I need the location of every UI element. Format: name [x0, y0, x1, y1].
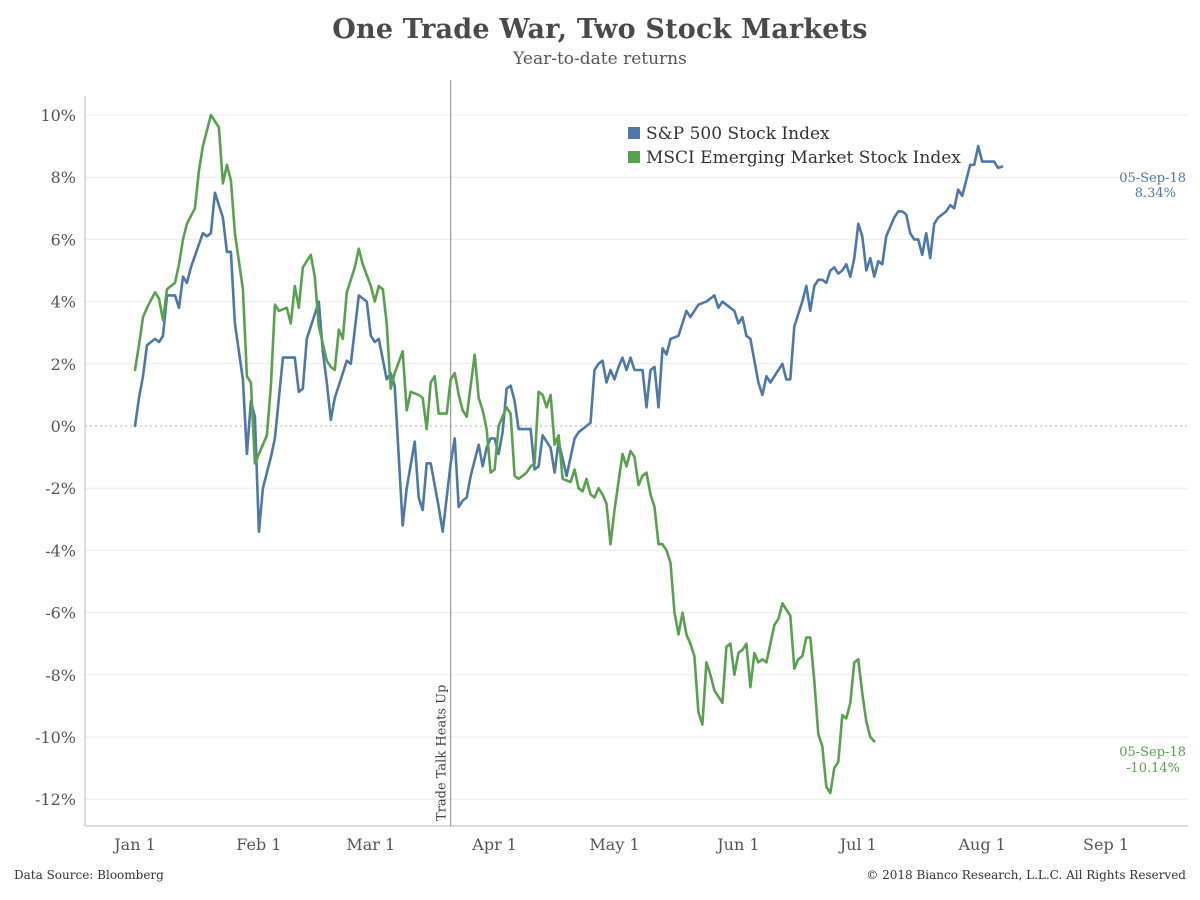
series-lines [133, 113, 1004, 795]
grid-lines [85, 114, 1188, 800]
x-tick-label: Jan 1 [112, 835, 156, 854]
y-tick-label: -8% [45, 666, 76, 685]
annotations: Trade Talk Heats Up [435, 80, 452, 826]
end-label-msci-value: -10.14% [1126, 761, 1180, 776]
y-tick-label: -10% [35, 728, 76, 747]
x-tick-label: Feb 1 [236, 835, 281, 854]
x-tick-label: Apr 1 [471, 835, 517, 854]
end-label-sp500-date: 05-Sep-18 [1119, 171, 1186, 186]
legend-label-msci-em: MSCI Emerging Market Stock Index [646, 148, 961, 168]
event-label: Trade Talk Heats Up [435, 685, 450, 821]
legend-swatch-sp500 [628, 127, 640, 139]
copyright-note: © 2018 Bianco Research, L.L.C. All Right… [866, 868, 1186, 882]
y-tick-label: -12% [35, 790, 76, 809]
x-tick-label: Aug 1 [957, 835, 1005, 854]
y-tick-label: 0% [51, 417, 76, 436]
data-source-note: Data Source: Bloomberg [14, 868, 164, 882]
y-tick-label: 2% [51, 355, 76, 374]
legend-label-sp500: S&P 500 Stock Index [646, 124, 830, 144]
end-label-sp500-value: 8.34% [1135, 186, 1176, 201]
legend: S&P 500 Stock Index MSCI Emerging Market… [628, 124, 961, 168]
series-line-msci-em [133, 113, 876, 795]
end-label-msci-date: 05-Sep-18 [1119, 745, 1186, 760]
x-tick-label: Mar 1 [346, 835, 395, 854]
x-tick-label: Jun 1 [715, 835, 759, 854]
x-axis-ticks: Jan 1 Feb 1 Mar 1 Apr 1 May 1 Jun 1 Jul 1 Aug 1… [112, 835, 1129, 854]
y-tick-label: 10% [40, 106, 76, 125]
x-tick-label: May 1 [589, 835, 639, 854]
series-line-sp500 [133, 144, 1004, 534]
y-tick-label: -6% [45, 604, 76, 623]
x-tick-label: Sep 1 [1083, 835, 1129, 854]
y-tick-label: 4% [51, 293, 76, 312]
y-axis-ticks: 10% 8% 6% 4% 2% 0% -2% -4% -6% -8% -10% -12% [35, 106, 76, 809]
y-tick-label: -2% [45, 479, 76, 498]
x-tick-label: Jul 1 [838, 835, 877, 854]
chart-title: One Trade War, Two Stock Markets [332, 14, 868, 45]
chart-subtitle: Year-to-date returns [513, 49, 687, 69]
y-tick-label: -4% [45, 541, 76, 560]
legend-swatch-msci-em [628, 151, 640, 163]
y-tick-label: 6% [51, 230, 76, 249]
y-tick-label: 8% [51, 168, 76, 187]
end-labels: 05-Sep-18 8.34% 05-Sep-18 -10.14% [1119, 171, 1186, 776]
